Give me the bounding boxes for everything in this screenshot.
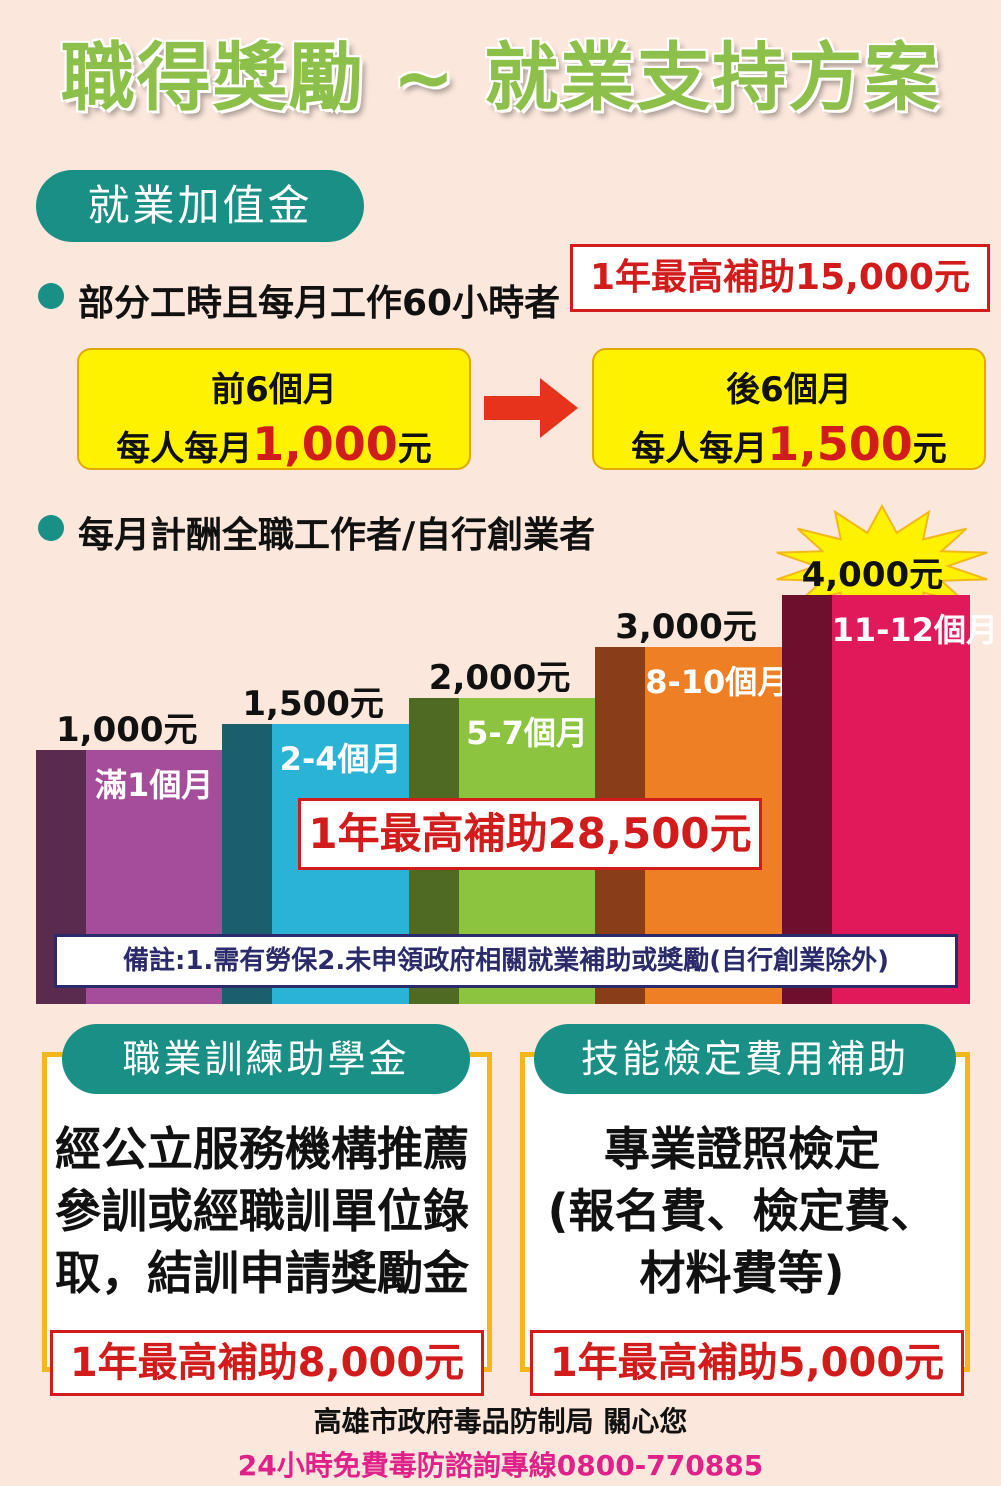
page-title: 職得獎勵 ~ 就業支持方案 [60, 35, 941, 121]
footer-organization: 高雄市政府毒品防制局 關心您 [313, 1405, 688, 1438]
last-six-months-box: 後6個月 每人每月1,500元 [592, 348, 986, 471]
second-amount: 1,500 [767, 417, 913, 471]
training-line: 經公立服務機構推薦 [55, 1122, 469, 1176]
starburst-icon [776, 503, 988, 626]
eligibility-note: 備註:1.需有勞保2.未申領政府相關就業補助或獎勵(自行創業除外) [54, 934, 958, 988]
second-period: 後6個月 [726, 370, 852, 410]
certification-description: 專業證照檢定 (報名費、檢定費、 材料費等) [528, 1118, 956, 1304]
part-time-cap: 1年最高補助15,000元 [570, 244, 990, 312]
bullet-dot-icon [38, 515, 64, 541]
training-line: 取，結訓申請獎勵金 [55, 1246, 469, 1300]
first-period: 前6個月 [211, 370, 337, 410]
full-time-cap: 1年最高補助28,500元 [298, 798, 762, 870]
certification-heading: 技能檢定費用補助 [534, 1024, 956, 1094]
bullet-dot-icon [38, 283, 64, 309]
certification-line: 專業證照檢定 [604, 1122, 880, 1176]
certification-line: 材料費等) [639, 1246, 845, 1300]
arrow-right-icon [484, 378, 578, 438]
certification-line: (報名費、檢定費、 [547, 1184, 937, 1238]
bar-period-label: 2-4個月 [279, 740, 402, 779]
bar-value-label: 1,500元 [242, 684, 384, 725]
bar-value-label: 4,000元 [801, 555, 944, 595]
bar-value-label: 2,000元 [428, 658, 571, 699]
first-suffix: 元 [397, 429, 432, 469]
bar-period-label: 8-10個月 [645, 662, 790, 701]
footer-hotline: 24小時免費毒防諮詢專線0800-770885 [237, 1449, 764, 1482]
part-time-label: 部分工時且每月工作60小時者 [78, 283, 561, 324]
full-time-label: 每月計酬全職工作者/自行創業者 [78, 515, 596, 556]
second-suffix: 元 [912, 429, 947, 469]
second-prefix: 每人每月 [631, 429, 768, 469]
bar-period-label: 11-12個月 [831, 611, 998, 649]
first-prefix: 每人每月 [116, 429, 253, 469]
training-heading: 職業訓練助學金 [62, 1024, 470, 1094]
bar-period-label: 5-7個月 [466, 714, 588, 753]
bar-value-label: 3,000元 [615, 606, 757, 647]
training-cap: 1年最高補助8,000元 [50, 1330, 484, 1396]
first-amount: 1,000 [252, 417, 398, 471]
section-pill-employment-bonus: 就業加值金 [36, 170, 364, 242]
second-amount-line: 每人每月1,500元 [594, 417, 984, 471]
bar-value-label: 1,000元 [56, 710, 198, 750]
training-description: 經公立服務機構推薦 參訓或經職訓單位錄 取，結訓申請獎勵金 [50, 1118, 474, 1304]
first-amount-line: 每人每月1,000元 [79, 417, 469, 471]
bar-period-label: 滿1個月 [95, 766, 214, 804]
training-line: 參訓或經職訓單位錄 [55, 1184, 469, 1238]
first-six-months-box: 前6個月 每人每月1,000元 [77, 348, 471, 471]
certification-cap: 1年最高補助5,000元 [530, 1330, 964, 1396]
